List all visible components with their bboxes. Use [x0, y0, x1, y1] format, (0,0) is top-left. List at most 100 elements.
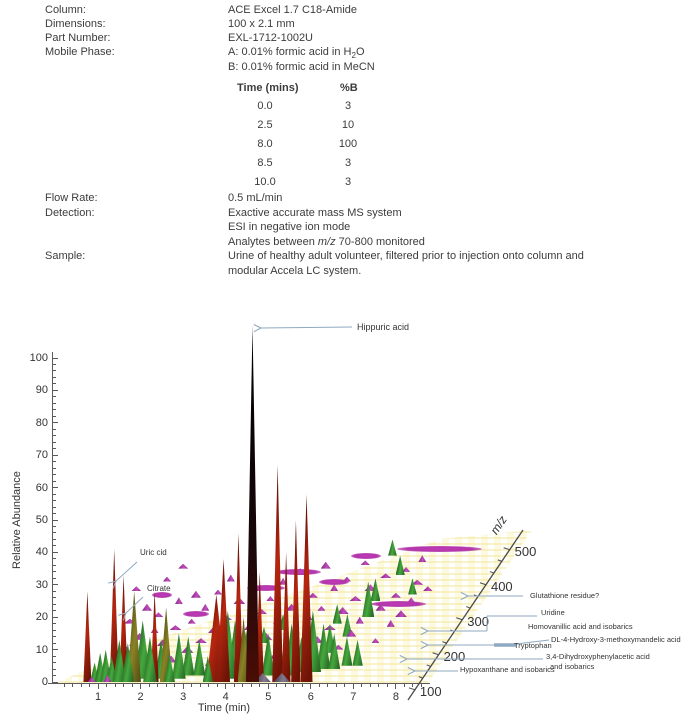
- gradient-row-time: 0.0: [257, 100, 273, 112]
- y-minor-tick: [53, 642, 56, 644]
- mz-tick-label: 500: [514, 543, 537, 559]
- purple-marker: [266, 596, 275, 601]
- purple-marker: [395, 610, 407, 618]
- y-minor-tick: [53, 441, 56, 443]
- y-minor-tick: [53, 506, 56, 508]
- chart-annotation: Uric cid: [140, 548, 167, 557]
- green-peak: [106, 656, 117, 682]
- dimensions-label: Dimensions:: [45, 18, 106, 30]
- y-minor-tick: [53, 662, 56, 664]
- y-tick-label: 80: [35, 416, 48, 429]
- mobile-phase-a-text: A: 0.01% formic acid in H: [228, 46, 352, 58]
- green-peak: [89, 662, 100, 682]
- green-peak: [259, 626, 269, 644]
- purple-marker: [190, 590, 201, 598]
- x-minor-tick: [199, 684, 201, 687]
- green-peak: [278, 613, 288, 631]
- chart-annotation: Uridine: [541, 608, 565, 617]
- gradient-row-percent-b: 100: [338, 138, 358, 150]
- x-minor-tick: [208, 684, 210, 687]
- y-tick-label: 70: [35, 449, 48, 462]
- y-minor-tick: [53, 538, 56, 540]
- y-minor-tick: [53, 590, 56, 592]
- sample-line2: modular Accela LC system.: [228, 265, 362, 277]
- x-minor-tick: [276, 684, 278, 687]
- chart-annotation: Tryptophan: [514, 641, 552, 650]
- purple-marker: [174, 597, 183, 605]
- y-axis: [52, 352, 53, 683]
- lcms-3d-chromatogram: Relative Abundance Time (min) m/z 0 10 20 3…: [0, 315, 686, 725]
- y-minor-tick: [53, 603, 56, 605]
- detection-line3: Analytes between m/z 70-800 monitored: [228, 236, 425, 248]
- y-major-tick: [53, 551, 58, 553]
- red-peak: [109, 549, 119, 682]
- purple-marker: [320, 561, 331, 569]
- x-minor-tick: [89, 684, 91, 687]
- gradient-col-b-header: %B: [340, 82, 358, 94]
- purple-marker: [131, 586, 142, 592]
- y-minor-tick: [53, 474, 56, 476]
- purple-marker: [166, 655, 177, 663]
- green-peak: [370, 578, 381, 601]
- green-peak: [324, 623, 336, 653]
- x-minor-tick: [216, 684, 218, 687]
- mz-tick-label: 400: [490, 578, 513, 594]
- purple-marker: [317, 605, 326, 611]
- y-tick-label: 50: [35, 514, 48, 526]
- green-peak: [352, 639, 363, 666]
- x-minor-tick: [131, 684, 133, 687]
- purple-marker: [169, 625, 182, 631]
- gray-marker: [254, 673, 271, 682]
- purple-marker: [87, 677, 96, 682]
- mz-major-tick: [408, 687, 416, 691]
- y-major-tick: [53, 487, 58, 489]
- y-major-tick: [53, 389, 58, 391]
- x-minor-tick: [165, 684, 167, 687]
- x-minor-tick: [250, 684, 252, 687]
- y-minor-tick: [53, 480, 56, 482]
- y-minor-tick: [53, 383, 56, 385]
- y-minor-tick: [53, 376, 56, 378]
- purple-marker: [187, 618, 196, 624]
- gray-marker: [273, 673, 290, 682]
- sample-label: Sample:: [45, 250, 86, 262]
- chart-annotation: 3,4-Dihydroxyphenylacetic acid: [546, 652, 650, 661]
- x-minor-tick: [369, 684, 371, 687]
- magenta-streak: [182, 611, 209, 618]
- green-peak: [94, 652, 106, 682]
- y-minor-tick: [53, 610, 56, 612]
- purple-marker: [103, 675, 112, 682]
- x-axis: [48, 683, 430, 684]
- detection-line1: Exactive accurate mass MS system: [228, 207, 402, 219]
- gradient-col-time-header: Time (mins): [237, 82, 299, 94]
- purple-marker: [390, 592, 401, 598]
- sample-line1: Urine of healthy adult volunteer, filter…: [228, 250, 584, 262]
- x-minor-tick: [327, 684, 329, 687]
- y-minor-tick: [53, 396, 56, 398]
- y-minor-tick: [53, 668, 56, 670]
- x-tick-label: 1: [94, 691, 102, 703]
- mz-tick-label: 200: [443, 648, 466, 664]
- purple-marker: [162, 576, 171, 582]
- green-peak: [388, 539, 397, 556]
- detection-line3-prefix: Analytes between: [228, 236, 318, 248]
- x-tick-label: 4: [222, 691, 229, 703]
- red-peak: [119, 575, 128, 682]
- y-minor-tick: [53, 448, 56, 450]
- y-major-tick: [53, 681, 58, 683]
- x-tick-label: 8: [392, 691, 399, 703]
- chart-annotation: Hippuric acid: [357, 322, 410, 332]
- y-minor-tick: [53, 409, 56, 411]
- purple-marker: [256, 608, 267, 614]
- mobile-phase-label: Mobile Phase:: [45, 46, 115, 58]
- y-minor-tick: [53, 597, 56, 599]
- detection-line3-mz: m/z: [317, 236, 336, 248]
- y-major-tick: [53, 357, 58, 359]
- purple-marker: [355, 616, 364, 624]
- x-major-tick: [140, 684, 142, 689]
- mobile-phase-a-suffix: O: [355, 46, 365, 58]
- x-major-tick: [395, 684, 397, 689]
- green-peak: [341, 636, 353, 666]
- y-minor-tick: [53, 675, 56, 677]
- green-peak: [395, 555, 405, 576]
